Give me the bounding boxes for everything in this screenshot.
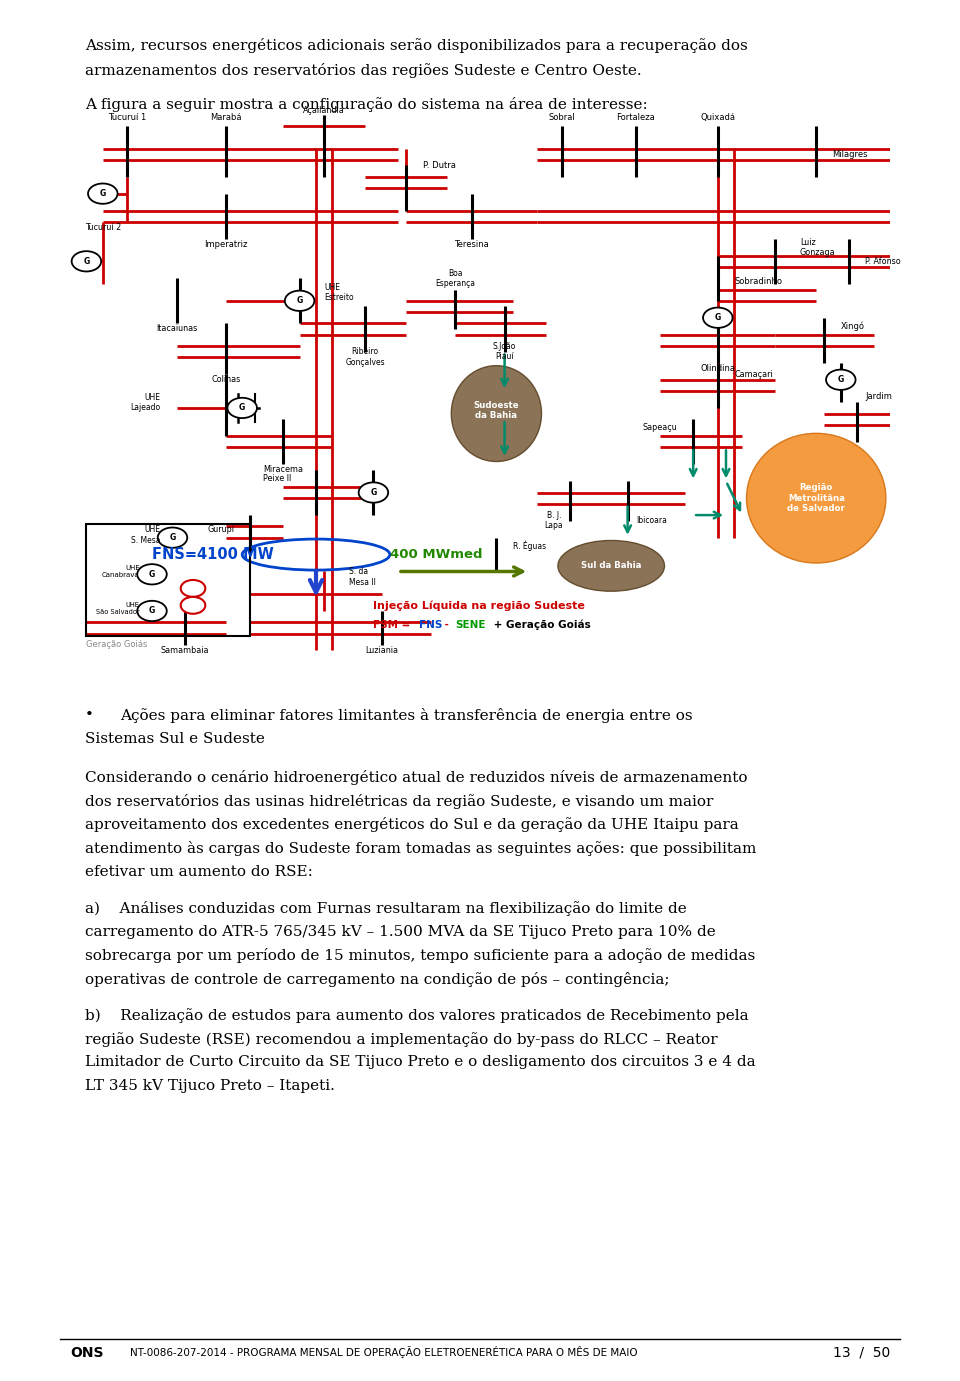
Text: Marabá: Marabá bbox=[210, 113, 242, 122]
Text: Fortaleza: Fortaleza bbox=[616, 113, 655, 122]
Text: Samambaia: Samambaia bbox=[160, 646, 209, 655]
Ellipse shape bbox=[558, 540, 664, 591]
Text: Sapeaçu: Sapeaçu bbox=[642, 423, 677, 432]
Text: SENE: SENE bbox=[455, 620, 486, 630]
Text: G: G bbox=[371, 487, 376, 497]
Text: Limitador de Curto Circuito da SE Tijuco Preto e o desligamento dos circuitos 3 : Limitador de Curto Circuito da SE Tijuco… bbox=[85, 1055, 756, 1069]
Text: Peixe II: Peixe II bbox=[263, 474, 292, 483]
Text: G: G bbox=[297, 297, 302, 305]
Text: 13  /  50: 13 / 50 bbox=[832, 1346, 890, 1360]
Text: Jardim: Jardim bbox=[865, 392, 892, 400]
Text: Milagres: Milagres bbox=[832, 149, 868, 159]
Text: G: G bbox=[149, 606, 156, 616]
Text: G: G bbox=[100, 189, 106, 197]
Text: Ações para eliminar fatores limitantes à transferência de energia entre os: Ações para eliminar fatores limitantes à… bbox=[120, 708, 692, 724]
Circle shape bbox=[180, 597, 205, 613]
Circle shape bbox=[137, 601, 167, 621]
Text: S. da
Mesa II: S. da Mesa II bbox=[348, 568, 375, 587]
Text: Luiz
Gonzaga: Luiz Gonzaga bbox=[800, 238, 835, 257]
Text: Ibicoara: Ibicoara bbox=[636, 516, 666, 525]
Text: efetivar um aumento do RSE:: efetivar um aumento do RSE: bbox=[85, 865, 313, 880]
Text: b)    Realização de estudos para aumento dos valores praticados de Recebimento p: b) Realização de estudos para aumento do… bbox=[85, 1008, 749, 1023]
Text: atendimento às cargas do Sudeste foram tomadas as seguintes ações: que possibili: atendimento às cargas do Sudeste foram t… bbox=[85, 841, 756, 856]
Text: LT 345 kV Tijuco Preto – Itapeti.: LT 345 kV Tijuco Preto – Itapeti. bbox=[85, 1080, 335, 1094]
Text: operativas de controle de carregamento na condição de pós – contingência;: operativas de controle de carregamento n… bbox=[85, 972, 669, 987]
Text: UHE
S. Mesa: UHE S. Mesa bbox=[131, 525, 160, 544]
Text: G: G bbox=[838, 376, 844, 384]
Text: P. Dutra: P. Dutra bbox=[422, 162, 455, 170]
Circle shape bbox=[703, 308, 732, 327]
Text: Gurupi: Gurupi bbox=[207, 525, 234, 533]
Text: Considerando o cenário hidroenergético atual de reduzidos níveis de armazenament: Considerando o cenário hidroenergético a… bbox=[85, 769, 748, 784]
Text: Sul da Bahia: Sul da Bahia bbox=[581, 561, 641, 570]
Circle shape bbox=[228, 398, 257, 418]
Text: ONS: ONS bbox=[70, 1346, 104, 1360]
Text: FSM =: FSM = bbox=[373, 620, 415, 630]
Text: P. Afonso: P. Afonso bbox=[865, 257, 901, 265]
Text: armazenamentos dos reservatórios das regiões Sudeste e Centro Oeste.: armazenamentos dos reservatórios das reg… bbox=[85, 62, 641, 77]
Text: -: - bbox=[441, 620, 452, 630]
Text: Geração Goiás: Geração Goiás bbox=[86, 641, 148, 649]
Text: aproveitamento dos excedentes energéticos do Sul e da geração da UHE Itaipu para: aproveitamento dos excedentes energético… bbox=[85, 818, 739, 833]
Text: 400 MWmed: 400 MWmed bbox=[390, 548, 482, 561]
Text: Olindina: Olindina bbox=[700, 365, 735, 373]
Circle shape bbox=[180, 580, 205, 597]
Text: FNS: FNS bbox=[419, 620, 442, 630]
Circle shape bbox=[88, 184, 117, 204]
Circle shape bbox=[285, 290, 314, 311]
Text: G: G bbox=[149, 570, 156, 579]
Text: G: G bbox=[714, 313, 721, 322]
Text: Ribeiro
Gonçalves: Ribeiro Gonçalves bbox=[346, 348, 385, 367]
Text: Açailândia: Açailândia bbox=[303, 106, 345, 115]
Text: Miracema: Miracema bbox=[263, 465, 303, 475]
Text: Boa
Esperança: Boa Esperança bbox=[436, 268, 475, 287]
Text: Imperatriz: Imperatriz bbox=[204, 240, 248, 249]
Text: Tucuruí 2: Tucuruí 2 bbox=[84, 222, 121, 232]
Circle shape bbox=[157, 528, 187, 548]
Text: Sistemas Sul e Sudeste: Sistemas Sul e Sudeste bbox=[85, 732, 265, 746]
Circle shape bbox=[137, 565, 167, 584]
Text: UHE
Estreito: UHE Estreito bbox=[324, 283, 354, 302]
Text: Quixadá: Quixadá bbox=[700, 113, 735, 122]
Text: G: G bbox=[169, 533, 176, 543]
Text: •: • bbox=[85, 708, 94, 722]
Text: Itacaiunas: Itacaiunas bbox=[156, 325, 197, 333]
Text: Região
Metrolitâna
de Salvador: Região Metrolitâna de Salvador bbox=[787, 483, 845, 514]
Text: região Sudeste (RSE) recomendou a implementação do by-pass do RLCC – Reator: região Sudeste (RSE) recomendou a implem… bbox=[85, 1032, 718, 1047]
Ellipse shape bbox=[747, 434, 886, 563]
Text: NT-0086-207-2014 - PROGRAMA MENSAL DE OPERAÇÃO ELETROENERÉTICA PARA O MÊS DE MAI: NT-0086-207-2014 - PROGRAMA MENSAL DE OP… bbox=[130, 1346, 637, 1358]
Text: dos reservatórios das usinas hidrelétricas da região Sudeste, e visando um maior: dos reservatórios das usinas hidrelétric… bbox=[85, 794, 713, 809]
Text: Camaçari: Camaçari bbox=[734, 370, 773, 378]
Text: Luziania: Luziania bbox=[365, 646, 398, 655]
Text: FNS=4100 MW: FNS=4100 MW bbox=[152, 547, 274, 562]
Text: Injeção Líquida na região Sudeste: Injeção Líquida na região Sudeste bbox=[373, 601, 586, 610]
Text: Teresina: Teresina bbox=[454, 240, 490, 249]
Text: Xingó: Xingó bbox=[841, 322, 865, 331]
Text: G: G bbox=[239, 403, 246, 413]
Text: Sudoeste
da Bahia: Sudoeste da Bahia bbox=[473, 400, 519, 420]
Text: + Geração Goiás: + Geração Goiás bbox=[490, 620, 590, 630]
Text: Colinas: Colinas bbox=[211, 376, 240, 384]
Circle shape bbox=[72, 251, 101, 272]
Text: Tucuruí 1: Tucuruí 1 bbox=[108, 113, 147, 122]
Text: a)    Análises conduzidas com Furnas resultaram na flexibilização do limite de: a) Análises conduzidas com Furnas result… bbox=[85, 900, 686, 916]
Text: B. J.
Lapa: B. J. Lapa bbox=[544, 511, 564, 530]
Text: G: G bbox=[84, 257, 89, 265]
Text: UHE
Canabrava: UHE Canabrava bbox=[102, 565, 140, 579]
Circle shape bbox=[826, 370, 855, 389]
Text: A figura a seguir mostra a configuração do sistema na área de interesse:: A figura a seguir mostra a configuração … bbox=[85, 97, 648, 112]
Text: carregamento do ATR-5 765/345 kV – 1.500 MVA da SE Tijuco Preto para 10% de: carregamento do ATR-5 765/345 kV – 1.500… bbox=[85, 925, 716, 939]
Text: UHE
Lajeado: UHE Lajeado bbox=[130, 392, 160, 412]
Text: Sobradinho: Sobradinho bbox=[734, 276, 782, 286]
Text: sobrecarga por um período de 15 minutos, tempo suficiente para a adoção de medid: sobrecarga por um período de 15 minutos,… bbox=[85, 949, 756, 964]
Text: S.João
Piauí: S.João Piauí bbox=[492, 342, 516, 362]
Text: UHE
São Salvador: UHE São Salvador bbox=[96, 602, 140, 615]
Text: Assim, recursos energéticos adicionais serão disponibilizados para a recuperação: Assim, recursos energéticos adicionais s… bbox=[85, 39, 748, 52]
Text: Sobral: Sobral bbox=[548, 113, 575, 122]
Circle shape bbox=[359, 482, 388, 503]
Ellipse shape bbox=[451, 366, 541, 461]
Text: R. Éguas: R. Éguas bbox=[513, 541, 546, 551]
